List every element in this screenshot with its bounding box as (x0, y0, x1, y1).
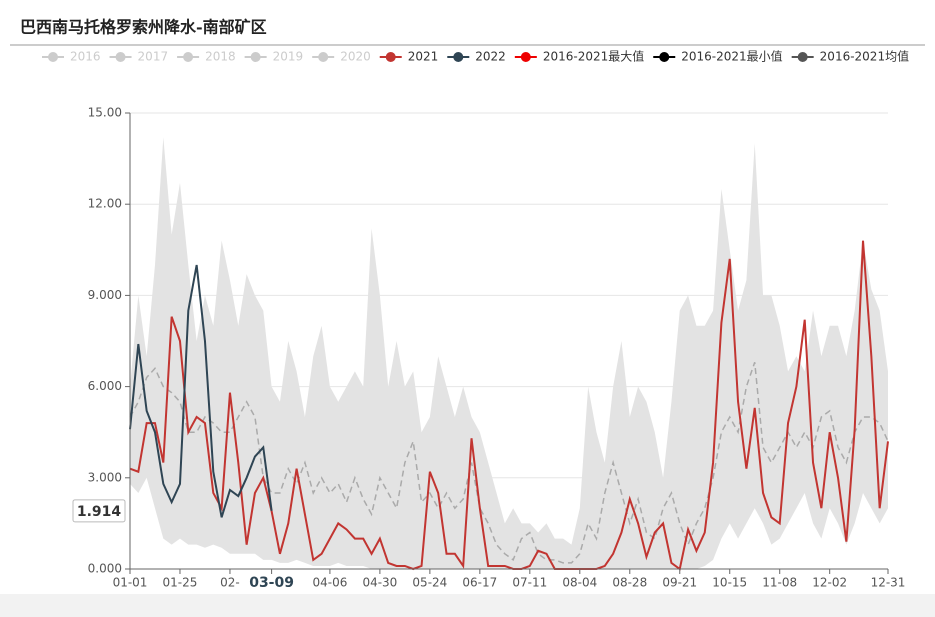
legend-item[interactable]: 2022 (447, 50, 506, 64)
x-tick-label: 08-28 (612, 576, 647, 590)
footer-band (0, 594, 935, 617)
x-tick-label: 06-17 (462, 576, 497, 590)
legend-label: 2022 (475, 50, 506, 64)
legend-item[interactable]: 2018 (177, 50, 236, 64)
legend-label: 2016-2021最大值 (543, 49, 644, 64)
legend-symbol (659, 52, 670, 62)
x-tick-label: 10-15 (712, 576, 747, 590)
chart-title: 巴西南马托格罗索州降水-南部矿区 (20, 18, 267, 37)
legend-label: 2021 (408, 50, 439, 64)
y-tick-label: 6.000 (88, 379, 122, 393)
legend-item[interactable]: 2016-2021最大值 (514, 49, 644, 64)
x-tick-label: 04-30 (362, 576, 397, 590)
legend-label: 2016 (70, 50, 101, 64)
legend-symbol (250, 52, 261, 62)
x-tick-label: 07-11 (512, 576, 547, 590)
y-tick-label: 12.00 (88, 197, 122, 211)
y-tick-label: 9.000 (88, 288, 122, 302)
legend-symbol (520, 52, 531, 62)
legend-label: 2017 (138, 50, 169, 64)
range-area (130, 137, 888, 569)
legend-symbol (115, 52, 126, 62)
legend-item[interactable]: 2016-2021均值 (791, 49, 909, 64)
x-tick-label: 12-31 (871, 576, 906, 590)
x-tick-label: 05-24 (412, 576, 447, 590)
legend-symbol (797, 52, 808, 62)
series-line (129, 362, 889, 564)
legend-item[interactable]: 2021 (379, 50, 439, 64)
legend-symbol (453, 52, 464, 62)
legend-item[interactable]: 2016-2021最小值 (653, 49, 783, 64)
y-tick-label: 0.000 (88, 562, 122, 576)
x-tick-label: 02- (220, 576, 240, 590)
legend-symbol (385, 52, 396, 62)
x-tick-label: 08-04 (562, 576, 597, 590)
legend-item[interactable]: 2020 (312, 50, 371, 64)
x-tick-label: 09-21 (662, 576, 697, 590)
legend-label: 2016-2021均值 (820, 49, 909, 64)
legend-symbol (183, 52, 194, 62)
x-tick-label: 01-25 (163, 576, 198, 590)
legend-label: 2019 (273, 50, 304, 64)
legend-label: 2016-2021最小值 (681, 49, 782, 64)
pointer-box (72, 499, 126, 523)
y-tick-label: 15.00 (88, 106, 122, 120)
pointer-label: 1.914 (77, 504, 122, 520)
series-line (129, 264, 273, 518)
legend-symbol (318, 52, 329, 62)
legend-item[interactable]: 2016 (42, 50, 101, 64)
x-tick-label: 12-02 (812, 576, 847, 590)
x-tick-label: 01-01 (113, 576, 148, 590)
y-tick-label: 3.000 (88, 470, 122, 484)
x-tick-label: 03-09 (249, 575, 294, 591)
legend-label: 2020 (340, 50, 371, 64)
legend-item[interactable]: 2017 (109, 50, 169, 64)
x-tick-label: 04-06 (312, 576, 347, 590)
range-area (130, 477, 888, 569)
legend-label: 2018 (205, 50, 236, 64)
x-tick-label: 11-08 (762, 576, 797, 590)
legend-symbol (48, 52, 58, 62)
legend-item[interactable]: 2019 (244, 50, 304, 64)
series-line (129, 240, 889, 571)
